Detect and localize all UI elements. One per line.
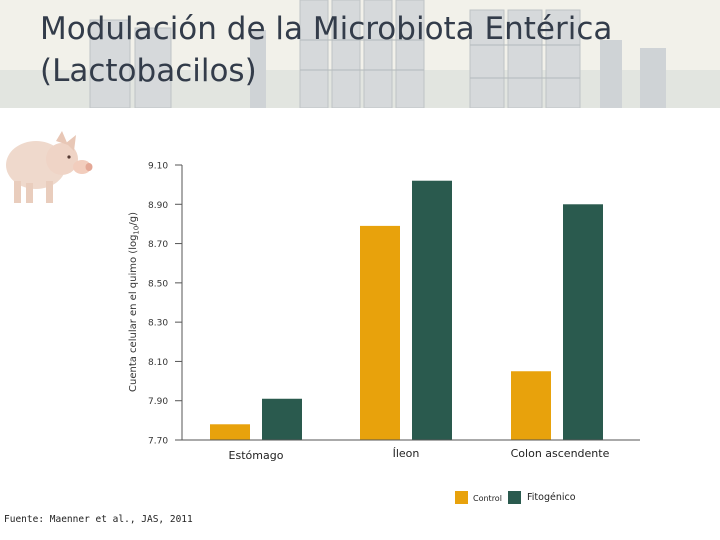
bar-control-1 — [360, 225, 400, 440]
pig-image — [6, 131, 93, 203]
bar-control-2 — [511, 371, 551, 440]
x-axis-categories: Estómago Íleon Colon ascendente — [229, 447, 610, 462]
x-category-label: Íleon — [393, 447, 420, 460]
bar-fitogenico-2 — [563, 204, 603, 440]
legend-swatch-control — [455, 491, 468, 504]
silos-image — [0, 0, 720, 108]
y-tick-label: 8.70 — [148, 240, 168, 250]
x-category-label: Colon ascendente — [511, 447, 610, 460]
legend: Control Fitogénico — [455, 491, 576, 504]
header-banner: Modulación de la Microbiota Entérica (La… — [0, 0, 720, 108]
y-tick-label: 8.90 — [148, 201, 168, 211]
y-tick-label: 9.10 — [148, 162, 168, 172]
bar-control-0 — [210, 424, 250, 440]
y-tick-label: 8.30 — [148, 319, 168, 329]
x-category-label: Estómago — [229, 449, 284, 462]
y-tick-label: 8.50 — [148, 279, 168, 289]
source-citation: Fuente: Maenner et al., JAS, 2011 — [4, 514, 193, 525]
y-tick-label: 7.90 — [148, 397, 168, 407]
legend-label-control: Control — [473, 494, 502, 503]
bars — [210, 180, 603, 440]
y-tick-label: 7.70 — [148, 437, 168, 447]
bar-fitogenico-0 — [262, 398, 302, 440]
slide-title: Modulación de la Microbiota Entérica (La… — [40, 8, 612, 92]
legend-swatch-fitogenico — [508, 491, 521, 504]
y-tick-label: 8.10 — [148, 358, 168, 368]
legend-label-fitogenico: Fitogénico — [527, 492, 576, 503]
y-axis-ticks: 9.10 8.90 8.70 8.50 8.30 8.10 7.90 7.70 — [148, 162, 182, 447]
y-axis-label: Cuenta celular en el quimo (log10/g) — [128, 212, 141, 392]
bar-fitogenico-1 — [412, 180, 452, 440]
slide-title-line-2: (Lactobacilos) — [40, 53, 257, 89]
slide-title-line-1: Modulación de la Microbiota Entérica — [40, 11, 613, 47]
